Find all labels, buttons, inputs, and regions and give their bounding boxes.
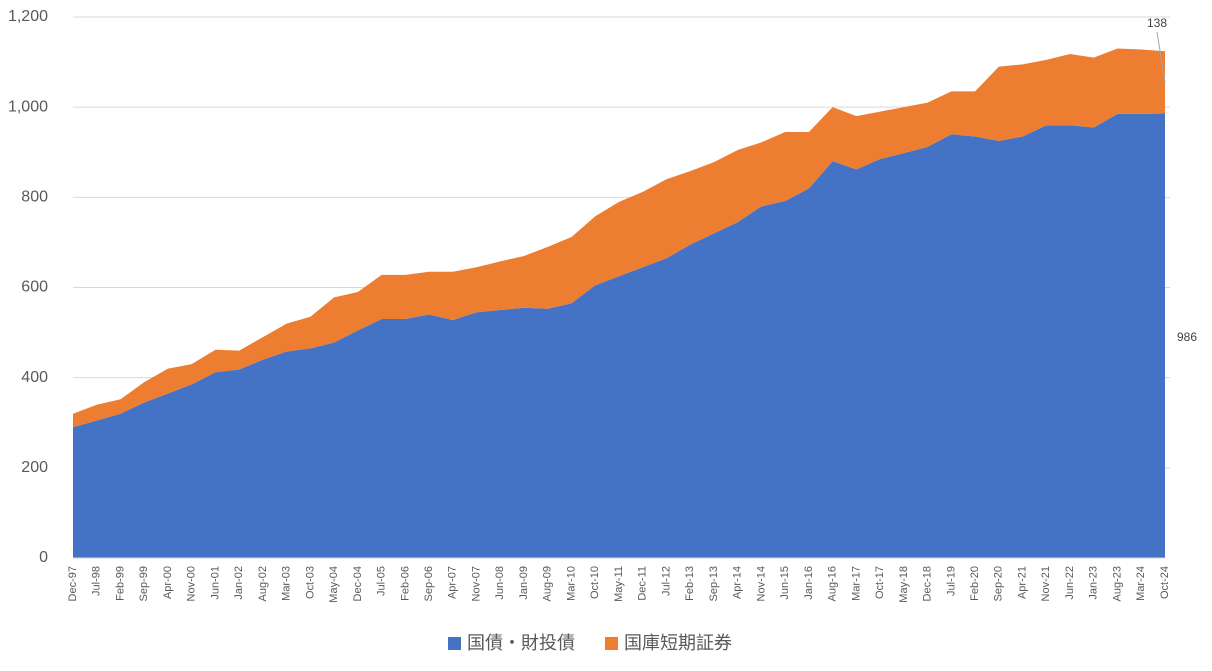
- x-tick-label: Sep-20: [993, 566, 1005, 601]
- x-tick-label: Aug-16: [827, 566, 839, 601]
- x-tick-label: Aug-02: [257, 566, 269, 601]
- legend-swatch: [448, 637, 461, 650]
- legend-label: 国庫短期証券: [624, 633, 732, 653]
- x-tick-label: Sep-99: [138, 566, 150, 601]
- x-tick-label: Jul-19: [945, 566, 957, 596]
- x-tick-label: Dec-18: [922, 566, 934, 601]
- y-tick-label: 0: [39, 549, 48, 566]
- legend-swatch: [605, 637, 618, 650]
- x-tick-label: Sep-13: [708, 566, 720, 601]
- data-label: 138: [1147, 16, 1167, 30]
- x-tick-label: Mar-17: [850, 566, 862, 601]
- x-tick-label: Feb-20: [969, 566, 981, 601]
- x-tick-label: Apr-14: [732, 566, 744, 599]
- area: [73, 113, 1165, 558]
- x-tick-label: Jan-23: [1088, 566, 1100, 600]
- x-tick-label: Jan-16: [803, 566, 815, 600]
- y-tick-label: 1,200: [8, 8, 48, 25]
- x-tick-label: Dec-04: [352, 566, 364, 601]
- x-tick-label: May-04: [328, 566, 340, 603]
- x-tick-label: Jul-12: [660, 566, 672, 596]
- x-tick-label: Dec-11: [637, 566, 649, 601]
- x-tick-label: Mar-10: [565, 566, 577, 601]
- x-tick-label: Aug-09: [542, 566, 554, 601]
- y-tick-label: 600: [21, 279, 48, 296]
- x-tick-label: Oct-10: [589, 566, 601, 599]
- x-tick-label: Nov-21: [1040, 566, 1052, 601]
- y-tick-label: 200: [21, 459, 48, 476]
- x-tick-label: Apr-21: [1016, 566, 1028, 599]
- y-tick-label: 400: [21, 369, 48, 386]
- x-tick-label: Jun-15: [779, 566, 791, 600]
- x-tick-label: Oct-17: [874, 566, 886, 599]
- x-tick-label: Feb-06: [399, 566, 411, 601]
- x-tick-label: Mar-03: [281, 566, 293, 601]
- x-tick-label: Sep-06: [423, 566, 435, 601]
- x-tick-label: Feb-99: [114, 566, 126, 601]
- x-tick-label: Jul-05: [376, 566, 388, 596]
- x-tick-label: Jan-09: [518, 566, 530, 600]
- x-tick-label: Jan-02: [233, 566, 245, 600]
- x-tick-label: Aug-23: [1111, 566, 1123, 601]
- x-tick-label: Jun-08: [494, 566, 506, 600]
- area: [73, 48, 1165, 428]
- x-tick-label: Oct-24: [1159, 566, 1171, 599]
- y-tick-label: 1,000: [8, 98, 48, 115]
- x-tick-label: May-18: [898, 566, 910, 603]
- x-tick-label: May-11: [613, 566, 625, 602]
- x-tick-label: Nov-07: [470, 566, 482, 601]
- y-tick-label: 800: [21, 189, 48, 206]
- x-tick-label: Nov-00: [186, 566, 198, 601]
- leader-line: [1156, 31, 1166, 83]
- x-tick-label: Apr-07: [447, 566, 459, 599]
- x-tick-label: Oct-03: [304, 566, 316, 599]
- x-tick-label: Jun-22: [1064, 566, 1076, 600]
- x-tick-label: Jun-01: [209, 566, 221, 600]
- x-tick-label: Nov-14: [755, 566, 767, 601]
- x-tick-label: Jul-98: [91, 566, 103, 596]
- x-tick-label: Dec-97: [67, 566, 79, 601]
- x-tick-label: Feb-13: [684, 566, 696, 601]
- x-tick-label: Mar-24: [1135, 566, 1147, 601]
- data-label: 986: [1177, 330, 1197, 344]
- x-tick-label: Apr-00: [162, 566, 174, 599]
- legend-label: 国債・財投債: [467, 633, 575, 653]
